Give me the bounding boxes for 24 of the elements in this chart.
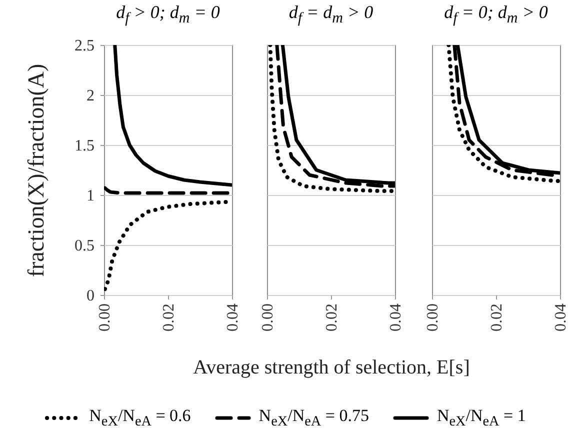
chart-title: d$_{f}$ > 0; d$_{m}$ = 0 (115, 2, 221, 28)
x-tick-label: 0.04 (552, 304, 569, 332)
legend-label: N$_{eX}$/N$_{eA}$ = 0.75 (258, 406, 369, 430)
line-series (113, 45, 232, 187)
legend-label: N$_{eX}$/N$_{eA}$ = 1 (436, 406, 526, 430)
y-tick-label: 0.5 (74, 238, 94, 254)
y-tick-label: 0 (86, 288, 94, 304)
x-tick-label: 0.02 (488, 304, 506, 332)
y-tick-label: 1 (86, 188, 94, 204)
chart-title: d$_{f}$ = d$_{m}$ > 0 (288, 2, 374, 28)
x-tick-label: 0.04 (388, 304, 404, 332)
legend-label: N$_{eX}$/N$_{eA}$ = 0.6 (89, 406, 191, 430)
x-tick-label: 0.04 (224, 304, 242, 332)
x-tick-label: 0.00 (260, 304, 276, 332)
x-tick-label: 0.00 (424, 304, 442, 332)
y-tick-label: 1.5 (74, 138, 94, 154)
y-tick-label: 2 (86, 88, 94, 104)
y-tick-label: 2.5 (74, 38, 94, 54)
chart-title: d$_{f}$ = 0; d$_{m}$ > 0 (443, 2, 549, 28)
x-tick-label: 0.02 (160, 304, 178, 332)
x-tick-label: 0.00 (96, 304, 114, 332)
x-axis-title: Average strength of selection, E[s] (193, 356, 470, 378)
x-tick-label: 0.02 (324, 304, 340, 332)
y-axis-title: fraction(X)/fraction(A) (24, 64, 48, 278)
